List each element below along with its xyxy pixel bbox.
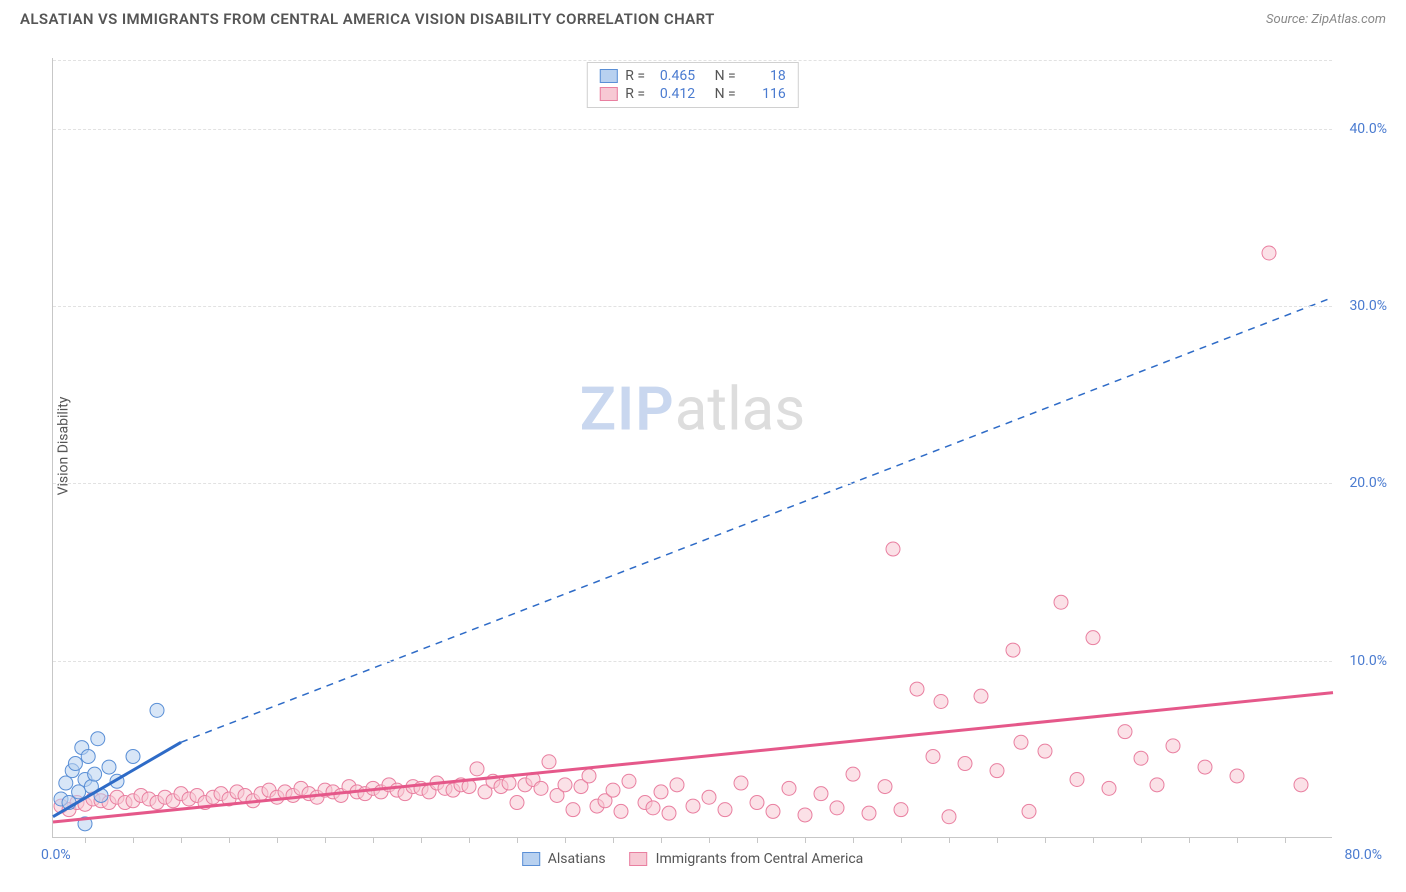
x-tick xyxy=(901,837,902,843)
r-label-1: R = xyxy=(625,68,645,84)
legend-label-2: Immigrants from Central America xyxy=(656,851,864,867)
n-value-2: 116 xyxy=(744,86,786,102)
swatch-blue xyxy=(599,69,617,83)
n-label-2: N = xyxy=(715,86,736,102)
swatch-pink xyxy=(599,87,617,101)
legend-item-2: Immigrants from Central America xyxy=(630,851,864,867)
x-tick xyxy=(1093,837,1094,843)
chart-title: ALSATIAN VS IMMIGRANTS FROM CENTRAL AMER… xyxy=(20,10,715,28)
r-label-2: R = xyxy=(625,86,645,102)
legend-label-1: Alsatians xyxy=(548,851,606,867)
x-tick xyxy=(949,837,950,843)
header: ALSATIAN VS IMMIGRANTS FROM CENTRAL AMER… xyxy=(0,0,1406,34)
y-tick-label: 10.0% xyxy=(1349,653,1387,669)
x-tick xyxy=(565,837,566,843)
grid-line xyxy=(53,483,1332,484)
y-tick-label: 20.0% xyxy=(1349,475,1387,491)
x-tick xyxy=(469,837,470,843)
x-tick xyxy=(805,837,806,843)
legend-item-1: Alsatians xyxy=(522,851,606,867)
x-tick xyxy=(709,837,710,843)
x-tick xyxy=(1285,837,1286,843)
grid-line xyxy=(53,306,1332,307)
x-tick xyxy=(853,837,854,843)
x-tick xyxy=(85,837,86,843)
r-value-1: 0.465 xyxy=(653,68,695,84)
x-tick xyxy=(133,837,134,843)
x-tick xyxy=(1237,837,1238,843)
x-axis-start-label: 0.0% xyxy=(41,847,71,863)
plot-svg xyxy=(53,58,1332,837)
x-tick xyxy=(757,837,758,843)
legend-swatch-pink xyxy=(630,852,648,866)
grid-line xyxy=(53,129,1332,130)
x-tick xyxy=(229,837,230,843)
n-label-1: N = xyxy=(715,68,736,84)
stats-row-2: R = 0.412 N = 116 xyxy=(599,85,785,103)
x-axis-end-label: 80.0% xyxy=(1344,847,1382,863)
x-tick xyxy=(1045,837,1046,843)
legend-bottom: Alsatians Immigrants from Central Americ… xyxy=(522,851,864,867)
source-label: Source: ZipAtlas.com xyxy=(1266,12,1386,27)
x-tick xyxy=(1189,837,1190,843)
legend-swatch-blue xyxy=(522,852,540,866)
grid-line xyxy=(53,661,1332,662)
x-tick xyxy=(181,837,182,843)
chart-container: ALSATIAN VS IMMIGRANTS FROM CENTRAL AMER… xyxy=(0,0,1406,892)
x-tick xyxy=(997,837,998,843)
y-tick-label: 30.0% xyxy=(1349,298,1387,314)
x-tick xyxy=(373,837,374,843)
r-value-2: 0.412 xyxy=(653,86,695,102)
plot-area: ZIPatlas R = 0.465 N = 18 R = 0.412 N = … xyxy=(52,58,1332,838)
n-value-1: 18 xyxy=(744,68,786,84)
x-tick xyxy=(325,837,326,843)
x-tick xyxy=(1141,837,1142,843)
stats-row-1: R = 0.465 N = 18 xyxy=(599,67,785,85)
y-tick-label: 40.0% xyxy=(1349,121,1387,137)
x-tick xyxy=(277,837,278,843)
x-tick xyxy=(613,837,614,843)
grid-line xyxy=(53,60,1332,61)
x-tick xyxy=(661,837,662,843)
x-tick xyxy=(421,837,422,843)
x-tick xyxy=(517,837,518,843)
stats-legend-box: R = 0.465 N = 18 R = 0.412 N = 116 xyxy=(586,62,798,108)
